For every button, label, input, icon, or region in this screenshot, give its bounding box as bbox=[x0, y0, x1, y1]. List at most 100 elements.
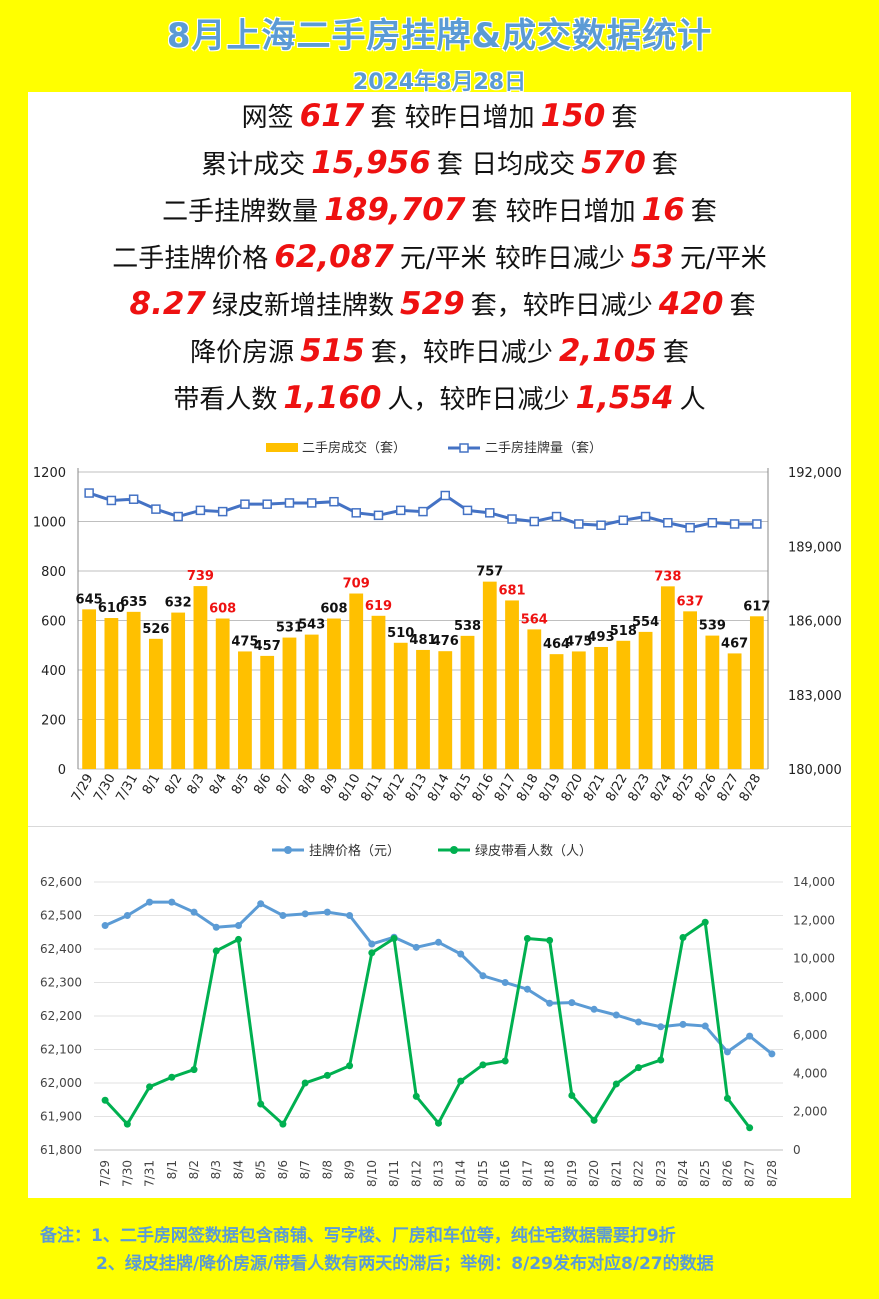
stat-text: 套，较昨日减少 bbox=[470, 291, 653, 321]
bar-transactions bbox=[660, 586, 675, 769]
bar-data-label: 757 bbox=[476, 565, 503, 580]
stat-text: 套 bbox=[729, 291, 756, 321]
x-tick-label: 8/23 bbox=[654, 1160, 668, 1187]
y-right-tick-label: 189,000 bbox=[788, 540, 842, 555]
bar-transactions bbox=[438, 651, 453, 769]
point-price bbox=[212, 923, 220, 931]
bar-data-label: 632 bbox=[165, 596, 192, 611]
stat-value: 2,105 bbox=[558, 333, 657, 369]
point-viewings bbox=[212, 947, 220, 955]
bar-transactions bbox=[594, 646, 608, 769]
point-listings bbox=[418, 506, 428, 517]
x-tick-label: 8/2 bbox=[187, 1160, 201, 1179]
stat-text: 人 bbox=[679, 385, 706, 415]
bar-data-label: 531 bbox=[276, 621, 303, 636]
point-viewings bbox=[457, 1077, 465, 1085]
x-tick-label: 8/6 bbox=[251, 772, 274, 798]
point-price bbox=[479, 972, 487, 980]
x-tick-label: 8/10 bbox=[365, 1160, 379, 1187]
y-left-tick-label: 61,900 bbox=[40, 1110, 82, 1124]
bar-data-label: 645 bbox=[76, 592, 103, 607]
x-tick-label: 8/17 bbox=[492, 772, 520, 805]
bar-data-label: 619 bbox=[365, 599, 392, 614]
x-tick-label: 8/8 bbox=[296, 772, 319, 798]
stat-text: 套 较昨日增加 bbox=[471, 197, 636, 227]
bar-data-label: 554 bbox=[632, 615, 659, 630]
point-viewings bbox=[390, 934, 398, 942]
report-date: 2024年8月28日 bbox=[352, 70, 527, 95]
bar-transactions bbox=[460, 635, 475, 769]
point-viewings bbox=[301, 1079, 309, 1087]
bar-transactions bbox=[171, 612, 186, 769]
bar-transactions bbox=[82, 609, 97, 769]
x-tick-label: 7/30 bbox=[120, 1160, 134, 1187]
bar-data-label: 608 bbox=[320, 602, 347, 617]
bar-data-label: 464 bbox=[543, 637, 570, 652]
point-viewings bbox=[368, 949, 376, 957]
point-listings bbox=[529, 516, 540, 527]
stat-text: 元/平米 较昨日减少 bbox=[399, 244, 625, 274]
point-price bbox=[457, 950, 465, 958]
stats-summary: 网签 617 套 较昨日增加 150 套 累计成交 15,956 套 日均成交 570 套 二手… bbox=[28, 94, 851, 423]
point-listings bbox=[618, 515, 629, 526]
stat-line-netsign: 网签 617 套 较昨日增加 150 套 bbox=[28, 94, 851, 141]
bar-transactions bbox=[193, 586, 208, 769]
bar-data-label: 476 bbox=[432, 634, 459, 649]
bar-data-label: 681 bbox=[498, 583, 525, 598]
bar-transactions bbox=[238, 651, 252, 769]
stat-text: 降价房源 bbox=[190, 338, 295, 368]
x-tick-label: 8/27 bbox=[743, 1160, 757, 1187]
bar-transactions bbox=[149, 638, 163, 769]
point-listings bbox=[640, 511, 651, 522]
x-tick-label: 8/26 bbox=[720, 1160, 734, 1187]
y-left-tick-label: 62,400 bbox=[40, 942, 82, 956]
y-right-tick-label: 186,000 bbox=[788, 615, 842, 630]
point-viewings bbox=[746, 1124, 754, 1132]
x-tick-label: 8/19 bbox=[536, 772, 564, 805]
y-right-tick-label: 0 bbox=[793, 1143, 801, 1157]
point-viewings bbox=[701, 918, 709, 926]
bar-data-label: 475 bbox=[565, 634, 592, 649]
footnote-1: 备注：1、二手房网签数据包含商铺、写字楼、厂房和车位等，纯住宅数据需要打9折 bbox=[40, 1226, 676, 1246]
x-tick-label: 8/2 bbox=[162, 772, 185, 798]
x-tick-label: 8/14 bbox=[454, 1160, 468, 1187]
point-listings bbox=[663, 517, 673, 528]
stat-value: 570 bbox=[581, 145, 646, 181]
stat-value: 15,956 bbox=[311, 145, 431, 181]
point-price bbox=[723, 1048, 731, 1056]
line-price bbox=[104, 900, 773, 1056]
point-listings bbox=[551, 511, 562, 522]
stat-line-price-cuts: 降价房源 515 套，较昨日减少 2,105 套 bbox=[28, 329, 851, 376]
x-tick-label: 8/27 bbox=[714, 772, 742, 805]
point-price bbox=[768, 1050, 776, 1058]
point-listings bbox=[685, 522, 695, 533]
bar-transactions bbox=[371, 615, 386, 769]
x-tick-label: 8/16 bbox=[498, 1160, 512, 1187]
stat-text: 套 bbox=[662, 338, 689, 368]
point-price bbox=[301, 910, 309, 918]
stat-text: 二手挂牌数量 bbox=[162, 197, 319, 227]
x-tick-label: 8/19 bbox=[565, 1160, 579, 1187]
stat-text: 套 bbox=[651, 150, 678, 180]
point-price bbox=[323, 908, 331, 916]
point-listings bbox=[262, 499, 272, 509]
y-left-tick-label: 1000 bbox=[33, 516, 66, 531]
bar-data-label: 738 bbox=[654, 569, 681, 584]
point-viewings bbox=[479, 1061, 487, 1069]
y-left-tick-label: 62,200 bbox=[40, 1009, 82, 1023]
point-price bbox=[746, 1032, 754, 1040]
point-listings bbox=[329, 496, 339, 507]
point-listings bbox=[596, 520, 606, 530]
stat-value: 1,554 bbox=[575, 380, 674, 416]
stat-line-listings: 二手挂牌数量 189,707 套 较昨日增加 16 套 bbox=[28, 188, 851, 235]
stat-value: 16 bbox=[641, 192, 685, 228]
legend-label-transactions: 二手房成交（套） bbox=[302, 440, 406, 456]
x-tick-label: 8/26 bbox=[692, 772, 720, 805]
x-tick-label: 8/23 bbox=[625, 772, 653, 805]
y-left-tick-label: 0 bbox=[58, 763, 66, 778]
point-viewings bbox=[346, 1062, 354, 1070]
bar-transactions bbox=[505, 600, 519, 769]
x-tick-label: 8/3 bbox=[184, 772, 207, 798]
point-listings bbox=[173, 511, 183, 522]
x-tick-label: 8/8 bbox=[320, 1160, 334, 1179]
